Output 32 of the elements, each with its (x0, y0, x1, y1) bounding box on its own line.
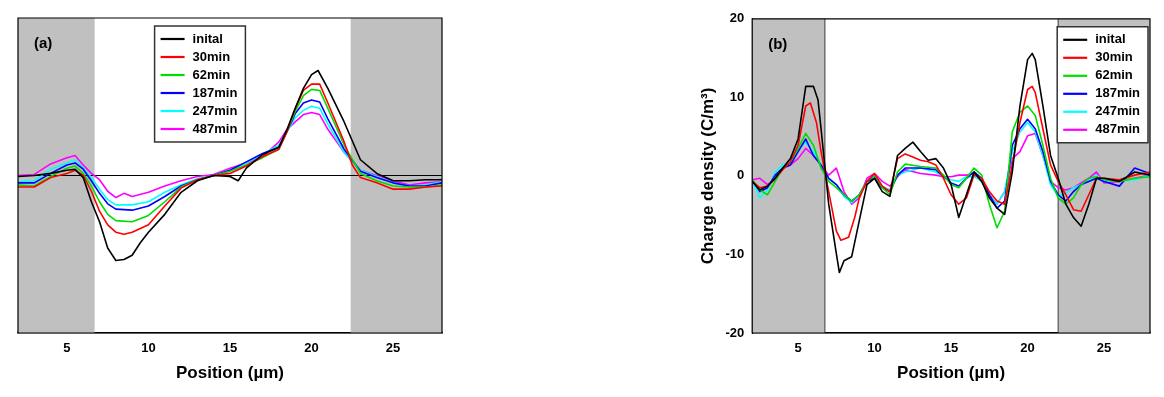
x-tick-label: 5 (794, 340, 802, 356)
legend-label: 247min (1095, 103, 1141, 119)
y-tick-label: -20 (725, 324, 745, 340)
y-tick-label: -10 (725, 246, 745, 262)
y-axis-title: Charge density (C/m³) (697, 87, 717, 265)
legend-label: 30min (192, 48, 231, 64)
x-tick-label: 25 (385, 340, 401, 356)
x-tick-label: 15 (222, 340, 238, 356)
legend-label: 247min (192, 102, 238, 118)
legend-label: inital (1095, 31, 1126, 47)
annotation: (b) (768, 34, 788, 52)
x-tick-label: 20 (304, 340, 319, 356)
legend-label: 187min (1095, 85, 1141, 101)
legend-label: 62min (192, 66, 231, 82)
x-tick-label: 5 (63, 340, 71, 356)
x-tick-label: 10 (141, 340, 156, 356)
y-tick-label: 20 (729, 10, 745, 26)
legend-label: 62min (1095, 67, 1133, 83)
x-tick-label: 15 (943, 340, 959, 356)
legend-label: inital (192, 30, 223, 46)
legend-label: 30min (1095, 49, 1133, 65)
text: (a) (34, 34, 53, 51)
x-axis-title: Position (µm) (175, 363, 285, 383)
y-tick-label: 10 (729, 88, 745, 104)
y-tick-label: 0 (736, 167, 745, 183)
x-axis-title: Position (µm) (897, 363, 1006, 383)
legend-label: 487min (1095, 121, 1141, 137)
x-tick-label: 25 (1096, 340, 1112, 356)
legend-label: 187min (192, 84, 238, 100)
x-tick-label: 10 (867, 340, 882, 356)
x-tick-label: 20 (1020, 340, 1035, 356)
legend-label: 487min (192, 120, 238, 136)
